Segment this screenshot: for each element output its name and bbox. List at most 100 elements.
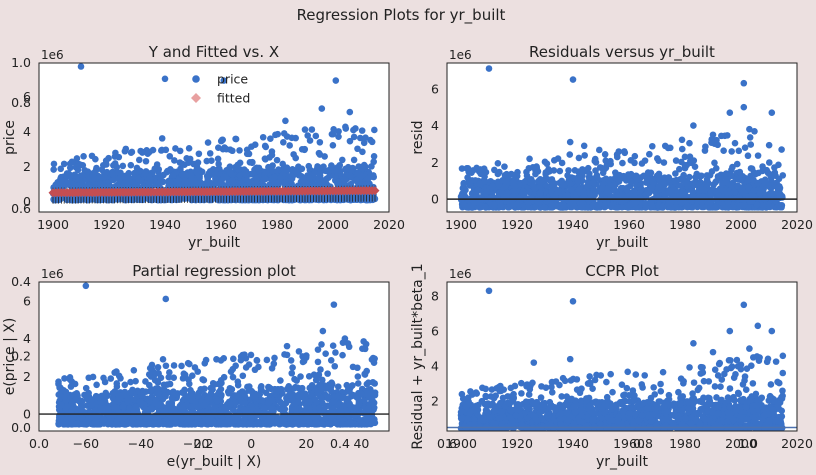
data-point — [58, 176, 65, 184]
data-point — [720, 147, 727, 154]
axis-scale-label: 1e6 — [41, 48, 64, 62]
data-point — [473, 189, 480, 197]
data-point — [280, 139, 287, 146]
stray-tick-label: 0.6 — [11, 201, 31, 216]
data-point — [747, 141, 755, 148]
data-point — [135, 176, 142, 183]
data-point — [596, 200, 603, 208]
fitted-point — [370, 186, 380, 196]
data-point — [687, 159, 695, 167]
data-point — [312, 132, 320, 140]
data-point — [595, 146, 603, 154]
data-point — [457, 193, 465, 201]
data-point — [708, 139, 715, 146]
data-point — [726, 195, 734, 202]
data-point — [759, 183, 767, 190]
data-point — [229, 178, 237, 186]
data-point — [575, 186, 583, 193]
data-point — [306, 137, 314, 144]
data-point — [579, 166, 586, 173]
outlier-point — [740, 79, 748, 87]
data-point — [607, 157, 614, 165]
data-point — [255, 164, 263, 172]
outlier-point — [220, 77, 228, 84]
data-point — [67, 172, 74, 180]
data-point — [672, 157, 680, 164]
data-point — [315, 180, 323, 188]
data-point — [759, 167, 766, 175]
data-point — [346, 137, 354, 145]
data-point — [328, 162, 335, 169]
y-tick-label: 4 — [23, 124, 31, 139]
data-point — [699, 193, 706, 200]
data-point — [678, 136, 686, 144]
x-tick-label: 1920 — [93, 217, 125, 232]
outlier-point — [726, 109, 734, 116]
data-point — [193, 169, 201, 176]
data-point — [102, 157, 110, 165]
data-point — [601, 165, 608, 173]
data-point — [50, 166, 57, 173]
data-point — [617, 184, 625, 192]
data-point — [558, 177, 566, 185]
data-point — [589, 202, 596, 210]
outlier-point — [346, 108, 354, 116]
data-point — [342, 123, 349, 131]
data-point — [675, 192, 683, 199]
data-point — [756, 190, 763, 197]
x-tick-label: 1940 — [557, 217, 589, 232]
x-tick-label: 2020 — [373, 217, 405, 232]
data-point — [601, 151, 609, 158]
data-point — [347, 180, 355, 188]
data-point — [324, 394, 332, 402]
data-point — [167, 166, 174, 173]
data-point — [550, 167, 558, 174]
data-point — [536, 189, 544, 197]
data-point — [666, 144, 674, 152]
data-point — [754, 152, 762, 159]
data-point — [251, 141, 259, 149]
data-point — [119, 162, 127, 170]
y-axis-label: price — [2, 120, 18, 155]
data-point — [745, 183, 752, 191]
y-tick-label: 0 — [431, 192, 439, 207]
data-point — [262, 143, 270, 151]
data-point — [556, 203, 563, 211]
data-point — [571, 202, 578, 210]
data-point — [194, 392, 202, 400]
data-point — [360, 139, 368, 147]
data-point — [109, 176, 117, 184]
data-point — [728, 148, 735, 155]
data-point — [565, 167, 572, 174]
data-point — [775, 161, 782, 169]
data-point — [556, 167, 564, 175]
data-point — [754, 179, 762, 187]
data-point — [698, 203, 706, 211]
data-point — [515, 194, 523, 202]
outlier-point — [282, 117, 289, 125]
data-point — [525, 199, 532, 207]
data-point — [646, 150, 653, 158]
data-point — [614, 193, 622, 200]
data-point — [249, 158, 256, 166]
data-point — [139, 149, 146, 156]
x-axis-label: yr_built — [596, 235, 649, 251]
data-point — [334, 383, 342, 391]
data-point — [483, 188, 491, 196]
data-point — [350, 156, 358, 164]
data-point — [751, 128, 758, 135]
outlier-point — [569, 76, 577, 83]
data-point — [214, 155, 222, 163]
data-point — [282, 182, 290, 189]
data-point — [708, 168, 716, 175]
data-point — [512, 171, 519, 179]
data-point — [778, 146, 785, 153]
data-point — [665, 189, 672, 197]
data-point — [692, 173, 699, 181]
data-point — [50, 160, 58, 168]
data-point — [142, 157, 150, 165]
data-point — [586, 170, 593, 177]
data-point — [647, 199, 655, 206]
data-point — [300, 176, 307, 184]
data-point — [706, 199, 714, 207]
